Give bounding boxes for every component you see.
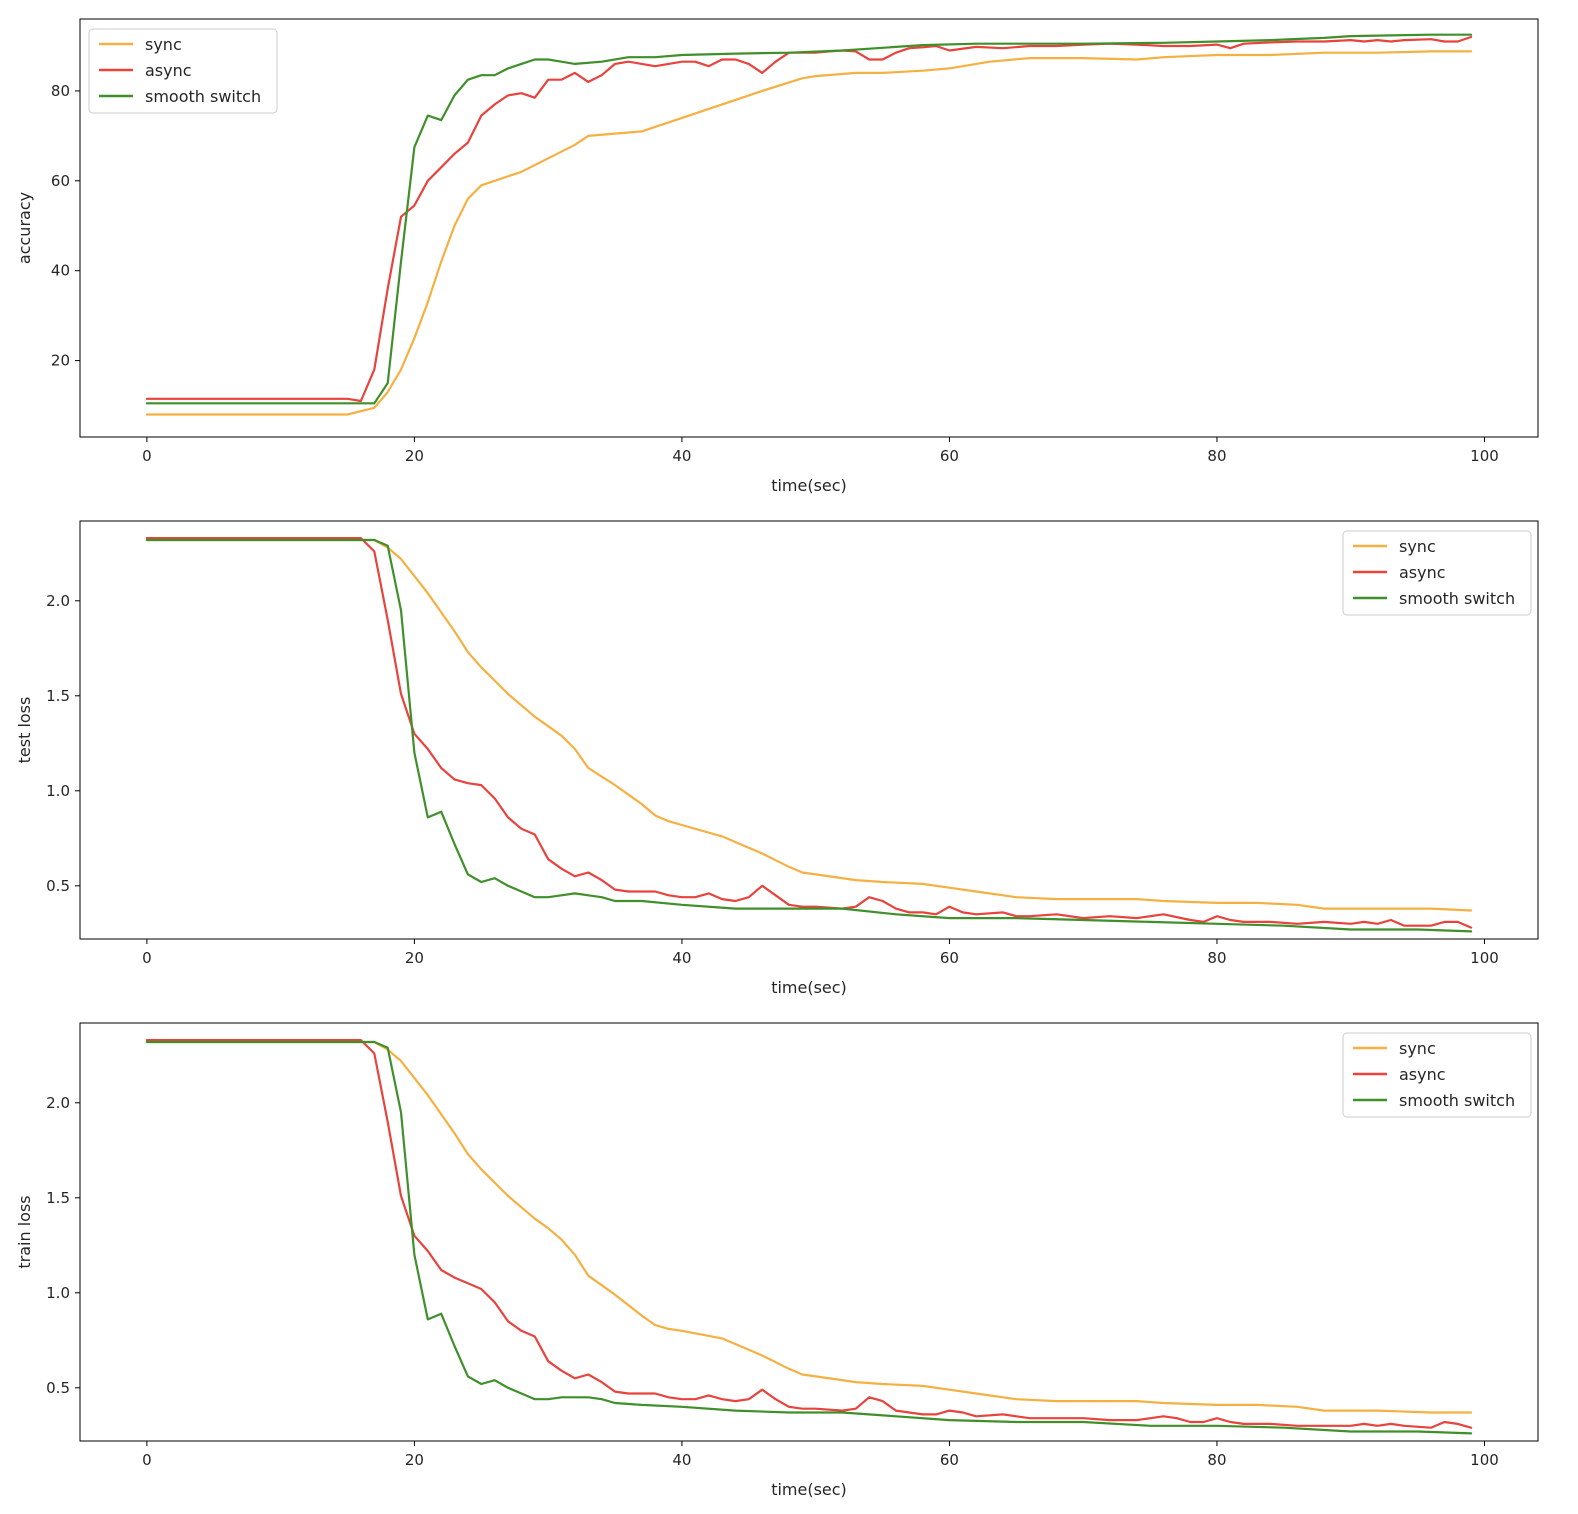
x-axis-label: time(sec)	[771, 978, 847, 997]
y-tick-label: 20	[51, 352, 70, 370]
y-tick-label: 2.0	[46, 592, 70, 610]
axis-ticks: 0 20 40 60 80 100 20 40 60 80	[51, 82, 1499, 465]
series-line-sync	[145, 50, 1473, 416]
y-tick-label: 80	[51, 82, 70, 100]
legend: sync async smooth switch	[88, 28, 278, 114]
series-line-sync	[145, 1040, 1473, 1414]
series-line-smooth-switch	[145, 33, 1473, 405]
legend-label-async: async	[1399, 563, 1446, 582]
legend-label-sync: sync	[145, 35, 182, 54]
series-line-async	[145, 537, 1473, 929]
y-tick-label: 0.5	[46, 877, 70, 895]
x-tick-label: 60	[940, 949, 959, 967]
x-tick-label: 80	[1207, 1451, 1226, 1469]
series-lines	[145, 1039, 1473, 1435]
series-lines	[145, 33, 1473, 416]
legend-label-sync: sync	[1399, 537, 1436, 556]
y-axis-label: train loss	[15, 1195, 34, 1268]
legend-label-async: async	[1399, 1065, 1446, 1084]
axis-ticks: 0 20 40 60 80 100 0.5 1.0 1.5 2.0	[46, 592, 1499, 967]
legend: sync async smooth switch	[1342, 530, 1532, 616]
x-tick-label: 0	[142, 949, 152, 967]
y-tick-label: 1.5	[46, 687, 70, 705]
y-tick-label: 1.5	[46, 1189, 70, 1207]
x-tick-label: 100	[1470, 1451, 1499, 1469]
train-loss-chart: 0 20 40 60 80 100 0.5 1.0 1.5 2.0 time(sec) train…	[15, 1022, 1539, 1499]
y-tick-label: 2.0	[46, 1094, 70, 1112]
x-tick-label: 60	[940, 1451, 959, 1469]
x-tick-label: 20	[405, 447, 424, 465]
x-tick-label: 20	[405, 949, 424, 967]
x-tick-label: 40	[672, 949, 691, 967]
series-line-async	[145, 1039, 1473, 1429]
legend-box	[1342, 530, 1532, 616]
legend-label-async: async	[145, 61, 192, 80]
y-tick-label: 60	[51, 172, 70, 190]
legend-label-smooth-switch: smooth switch	[1399, 1091, 1515, 1110]
legend-label-smooth-switch: smooth switch	[1399, 589, 1515, 608]
x-tick-label: 100	[1470, 949, 1499, 967]
y-axis-label: test loss	[15, 697, 34, 764]
legend-box	[1342, 1032, 1532, 1118]
legend: sync async smooth switch	[1342, 1032, 1532, 1118]
x-tick-label: 60	[940, 447, 959, 465]
y-tick-label: 40	[51, 262, 70, 280]
legend-box	[88, 28, 278, 114]
y-tick-label: 1.0	[46, 782, 70, 800]
y-tick-label: 0.5	[46, 1379, 70, 1397]
series-line-smooth-switch	[145, 538, 1473, 933]
x-tick-label: 100	[1470, 447, 1499, 465]
x-tick-label: 20	[405, 1451, 424, 1469]
series-lines	[145, 537, 1473, 933]
legend-label-smooth-switch: smooth switch	[145, 87, 261, 106]
x-tick-label: 0	[142, 447, 152, 465]
plot-area-frame	[79, 1022, 1539, 1442]
test-loss-chart: 0 20 40 60 80 100 0.5 1.0 1.5 2.0 time(sec) test …	[15, 520, 1539, 997]
x-tick-label: 80	[1207, 949, 1226, 967]
x-axis-label: time(sec)	[771, 1480, 847, 1499]
series-line-smooth-switch	[145, 1040, 1473, 1435]
series-line-async	[145, 35, 1473, 403]
series-line-sync	[145, 538, 1473, 912]
legend-label-sync: sync	[1399, 1039, 1436, 1058]
x-tick-label: 80	[1207, 447, 1226, 465]
plot-area-frame	[79, 520, 1539, 940]
x-tick-label: 0	[142, 1451, 152, 1469]
y-tick-label: 1.0	[46, 1284, 70, 1302]
x-axis-label: time(sec)	[771, 476, 847, 495]
y-axis-label: accuracy	[15, 192, 34, 264]
axis-ticks: 0 20 40 60 80 100 0.5 1.0 1.5 2.0	[46, 1094, 1499, 1469]
plot-area-frame	[79, 18, 1539, 438]
x-tick-label: 40	[672, 1451, 691, 1469]
x-tick-label: 40	[672, 447, 691, 465]
